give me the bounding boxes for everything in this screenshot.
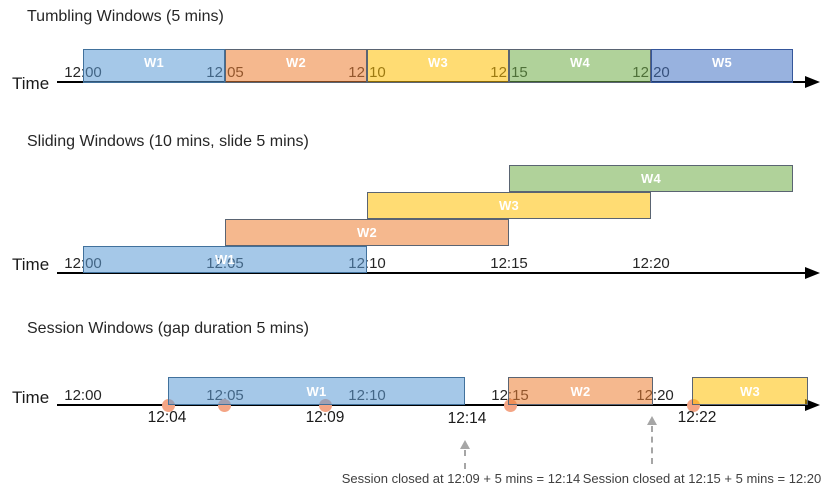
window-box-tumbling-w3: W3 [367, 49, 509, 83]
window-label-sliding-w4: W4 [640, 171, 662, 186]
window-box-sliding-w4: W4 [509, 165, 793, 192]
window-label-tumbling-w5: W5 [711, 55, 733, 70]
window-box-tumbling-w4: W4 [509, 49, 651, 83]
window-box-sliding-w2: W2 [225, 219, 509, 246]
callout-text-0: Session closed at 12:09 + 5 mins = 12:14 [341, 471, 581, 486]
window-label-sliding-w2: W2 [356, 225, 378, 240]
event-time-label-1: 12:09 [305, 409, 345, 426]
window-label-session-w2: W2 [570, 383, 591, 399]
tick-label-sliding-4: 12:20 [632, 255, 670, 272]
window-label-sliding-w3: W3 [498, 198, 520, 213]
window-label-tumbling-w1: W1 [143, 55, 165, 70]
event-time-label-3: 12:22 [677, 409, 717, 426]
callout-dashed-line-1 [651, 426, 653, 464]
window-box-session-w2: W2 [508, 377, 653, 405]
tick-label-session-0: 12:00 [64, 387, 102, 404]
axis-arrowhead-icon-sliding [805, 267, 820, 279]
callout-text-1: Session closed at 12:15 + 5 mins = 12:20 [582, 471, 822, 486]
time-axis-line-session [57, 404, 805, 406]
time-axis-line-sliding [57, 272, 805, 274]
callout-dashed-line-0 [464, 450, 466, 469]
window-box-tumbling-w2: W2 [225, 49, 367, 83]
callout-arrowhead-icon-0 [460, 440, 470, 449]
time-axis-label-tumbling: Time [12, 74, 50, 93]
event-time-label-2: 12:14 [447, 410, 487, 427]
event-time-label-0: 12:04 [147, 409, 187, 426]
window-box-sliding-w3: W3 [367, 192, 651, 219]
window-label-tumbling-w4: W4 [569, 55, 591, 70]
window-box-tumbling-w1: W1 [83, 49, 225, 83]
axis-arrowhead-icon-tumbling [805, 76, 820, 88]
callout-arrowhead-icon-1 [647, 416, 657, 425]
axis-arrowhead-icon-session [805, 399, 820, 411]
window-label-tumbling-w2: W2 [285, 55, 307, 70]
window-box-sliding-w1: W1 [83, 246, 367, 273]
time-axis-label-sliding: Time [12, 255, 50, 274]
window-label-sliding-w1: W1 [214, 252, 236, 267]
tick-label-sliding-3: 12:15 [490, 255, 528, 272]
window-box-tumbling-w5: W5 [651, 49, 793, 83]
window-label-session-w1: W1 [306, 383, 327, 399]
window-box-session-w1: W1 [168, 377, 465, 405]
time-axis-label-session: Time [12, 388, 50, 407]
window-box-session-w3: W3 [692, 377, 808, 405]
section-title-sliding: Sliding Windows (10 mins, slide 5 mins) [27, 133, 309, 150]
window-label-tumbling-w3: W3 [427, 55, 449, 70]
window-label-session-w3: W3 [739, 383, 761, 399]
section-title-tumbling: Tumbling Windows (5 mins) [27, 8, 224, 25]
section-title-session: Session Windows (gap duration 5 mins) [27, 320, 309, 337]
